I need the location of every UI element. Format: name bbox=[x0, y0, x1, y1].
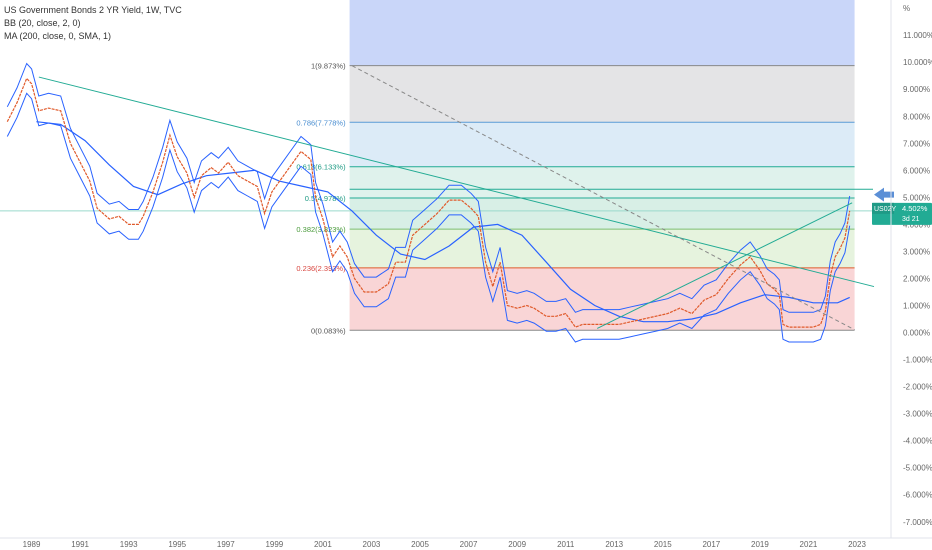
y-tick-label: 5.000% bbox=[903, 193, 930, 202]
fib-zone bbox=[349, 65, 855, 123]
fib-zone bbox=[349, 267, 855, 331]
lower-band bbox=[6, 92, 851, 343]
price-series-line bbox=[6, 77, 851, 328]
x-tick-label: 2015 bbox=[654, 540, 672, 549]
upper-band bbox=[6, 62, 851, 313]
x-tick-label: 2007 bbox=[460, 540, 478, 549]
y-tick-label: 4.000% bbox=[903, 220, 930, 229]
fib-zone bbox=[349, 166, 855, 198]
x-tick-label: 1997 bbox=[217, 540, 235, 549]
y-tick-label: 10.000% bbox=[903, 58, 932, 67]
y-tick-label: 11.000% bbox=[903, 31, 932, 40]
y-tick-label: 2.000% bbox=[903, 274, 930, 283]
x-tick-label: 2019 bbox=[751, 540, 769, 549]
price-tag: US02Y 4.502% 3d 21 bbox=[872, 202, 932, 225]
x-tick-label: 1991 bbox=[71, 540, 89, 549]
x-tick-label: 2017 bbox=[702, 540, 720, 549]
y-tick-label: -1.000% bbox=[903, 356, 932, 365]
trendline-downtrend bbox=[38, 76, 875, 288]
fibonacci-zones bbox=[349, 0, 855, 331]
fib-level-label: 0.786(7.778%) bbox=[296, 118, 346, 127]
fib-zone-extension bbox=[349, 0, 855, 66]
moving-average-line bbox=[36, 121, 850, 323]
y-tick-label: 6.000% bbox=[903, 166, 930, 175]
trendline-fib-diagonal bbox=[351, 65, 855, 331]
y-tick-label: -4.000% bbox=[903, 437, 932, 446]
arrow-left-icon bbox=[874, 187, 894, 202]
y-unit-label: % bbox=[903, 4, 910, 13]
x-tick-label: 2013 bbox=[605, 540, 623, 549]
bar-countdown: 3d 21 bbox=[902, 216, 920, 223]
y-tick-label: -5.000% bbox=[903, 464, 932, 473]
x-tick-label: 2021 bbox=[800, 540, 818, 549]
x-tick-label: 1993 bbox=[120, 540, 138, 549]
fib-zone bbox=[349, 122, 855, 167]
y-tick-label: 0.000% bbox=[903, 329, 930, 338]
x-tick-label: 2023 bbox=[848, 540, 866, 549]
chart-legend: US Government Bonds 2 YR Yield, 1W, TVC … bbox=[4, 4, 182, 43]
y-tick-label: 1.000% bbox=[903, 301, 930, 310]
price-line bbox=[6, 77, 851, 328]
fib-zone bbox=[349, 197, 855, 230]
y-tick-label: 8.000% bbox=[903, 112, 930, 121]
fib-level-label: 0(0.083%) bbox=[311, 326, 346, 335]
indicator-bollinger[interactable]: BB (20, close, 2, 0) bbox=[4, 18, 81, 28]
indicator-moving-average[interactable]: MA (200, close, 0, SMA, 1) bbox=[4, 31, 112, 41]
y-tick-label: -3.000% bbox=[903, 410, 932, 419]
x-tick-label: 2009 bbox=[508, 540, 526, 549]
y-tick-label: 9.000% bbox=[903, 85, 930, 94]
x-tick-label: 2003 bbox=[363, 540, 381, 549]
symbol-label: US02Y bbox=[874, 206, 897, 213]
y-tick-label: 3.000% bbox=[903, 247, 930, 256]
last-price-value: 4.502% bbox=[902, 204, 928, 213]
x-axis: 1989 1991 1993 1995 1997 1999 2001 2003 2005 2007… bbox=[23, 540, 867, 549]
trendline-uptrend bbox=[597, 202, 853, 329]
x-tick-label: 1989 bbox=[23, 540, 41, 549]
x-tick-label: 2005 bbox=[411, 540, 429, 549]
fib-level-label: 0.236(2.393%) bbox=[296, 264, 346, 273]
symbol-title[interactable]: US Government Bonds 2 YR Yield, 1W, TVC bbox=[4, 5, 182, 15]
fib-level-label: 1(9.873%) bbox=[311, 62, 346, 71]
trendlines bbox=[38, 65, 875, 331]
y-tick-label: -6.000% bbox=[903, 491, 932, 500]
y-axis: 11.000% 10.000% 9.000% 8.000% 7.000% 6.000% 5.… bbox=[903, 4, 932, 527]
fib-level-label: 0.618(6.133%) bbox=[296, 163, 346, 172]
bollinger-bands bbox=[6, 62, 851, 343]
x-tick-label: 1995 bbox=[168, 540, 186, 549]
fib-zone bbox=[349, 229, 855, 268]
x-tick-label: 2001 bbox=[314, 540, 332, 549]
symbol-tag-bg bbox=[872, 202, 894, 214]
x-tick-label: 2011 bbox=[557, 540, 575, 549]
y-tick-label: -7.000% bbox=[903, 518, 932, 527]
y-tick-label: -2.000% bbox=[903, 383, 932, 392]
x-tick-label: 1999 bbox=[265, 540, 283, 549]
y-tick-label: 7.000% bbox=[903, 139, 930, 148]
ma200-line bbox=[36, 121, 850, 323]
fib-level-label: 0.5(4.978%) bbox=[305, 194, 346, 203]
arrow-left-icon-shape bbox=[874, 187, 894, 202]
